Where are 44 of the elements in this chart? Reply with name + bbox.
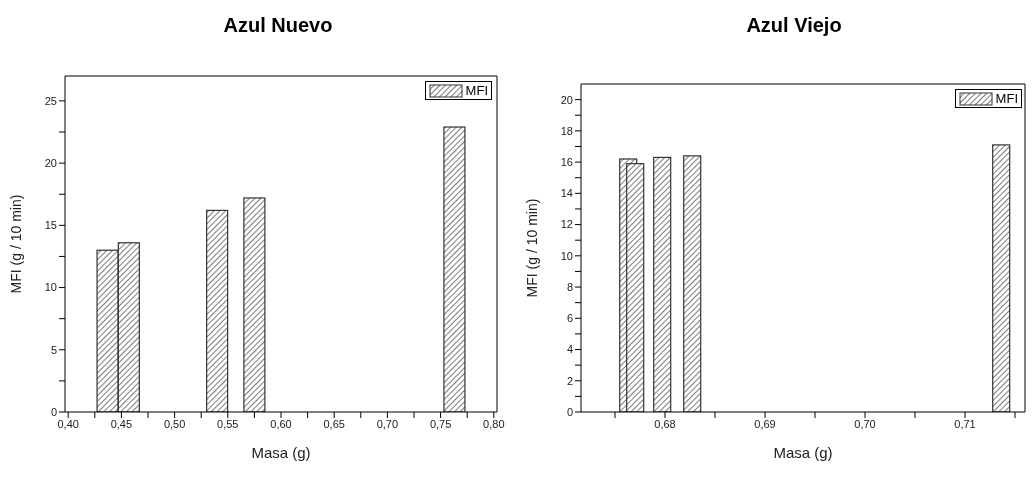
- y-tick-label: 20: [560, 93, 573, 106]
- y-tick-label: 12: [560, 218, 573, 231]
- x-tick-label: 0,45: [110, 417, 133, 430]
- x-tick-label: 0,70: [854, 417, 876, 430]
- y-tick-label: 20: [44, 157, 57, 170]
- y-tick-label: 18: [560, 124, 573, 137]
- bar: [653, 156, 672, 412]
- chart-title: Azul Nuevo: [222, 13, 334, 38]
- x-tick-label: 0,60: [270, 417, 292, 430]
- y-tick-label: 2: [566, 374, 573, 387]
- y-tick-label: 14: [560, 187, 573, 200]
- x-tick-label: 0,69: [754, 417, 776, 430]
- x-tick-label: 0,71: [954, 417, 976, 430]
- x-tick-label: 0,68: [654, 417, 676, 430]
- x-axis-title: Masa (g): [251, 444, 311, 461]
- y-tick-label: 4: [566, 343, 573, 356]
- y-tick-label: 6: [566, 312, 573, 325]
- y-tick-label: 15: [44, 219, 57, 232]
- bar: [243, 197, 266, 412]
- text: MFI: [465, 83, 488, 98]
- x-tick-label: 0,65: [323, 417, 345, 430]
- y-tick-label: 0: [50, 405, 57, 418]
- x-tick-label: 0,70: [376, 417, 399, 430]
- y-tick-label: 10: [560, 249, 573, 262]
- x-tick-label: 0,50: [163, 417, 186, 430]
- y-tick-label: 8: [566, 280, 573, 293]
- chart-title: Azul Viejo: [745, 13, 843, 38]
- x-tick-label: 0,75: [429, 417, 452, 430]
- y-axis-title: MFI (g / 10 min): [523, 198, 540, 298]
- y-axis-title: MFI (g / 10 min): [7, 194, 24, 294]
- bar: [992, 144, 1011, 412]
- x-tick-label: 0,40: [57, 417, 79, 430]
- text: MFI: [995, 91, 1018, 106]
- y-tick-label: 0: [566, 405, 573, 418]
- y-tick-label: 5: [50, 343, 57, 356]
- y-tick-label: 16: [560, 156, 573, 168]
- x-axis-title: Masa (g): [773, 444, 833, 461]
- bar: [683, 155, 702, 412]
- y-tick-label: 10: [44, 281, 57, 294]
- bar: [206, 209, 229, 412]
- y-tick-label: 25: [44, 94, 57, 107]
- x-tick-label: 0,55: [217, 417, 239, 430]
- x-tick-label: 0,80: [483, 417, 505, 430]
- bar: [443, 126, 466, 412]
